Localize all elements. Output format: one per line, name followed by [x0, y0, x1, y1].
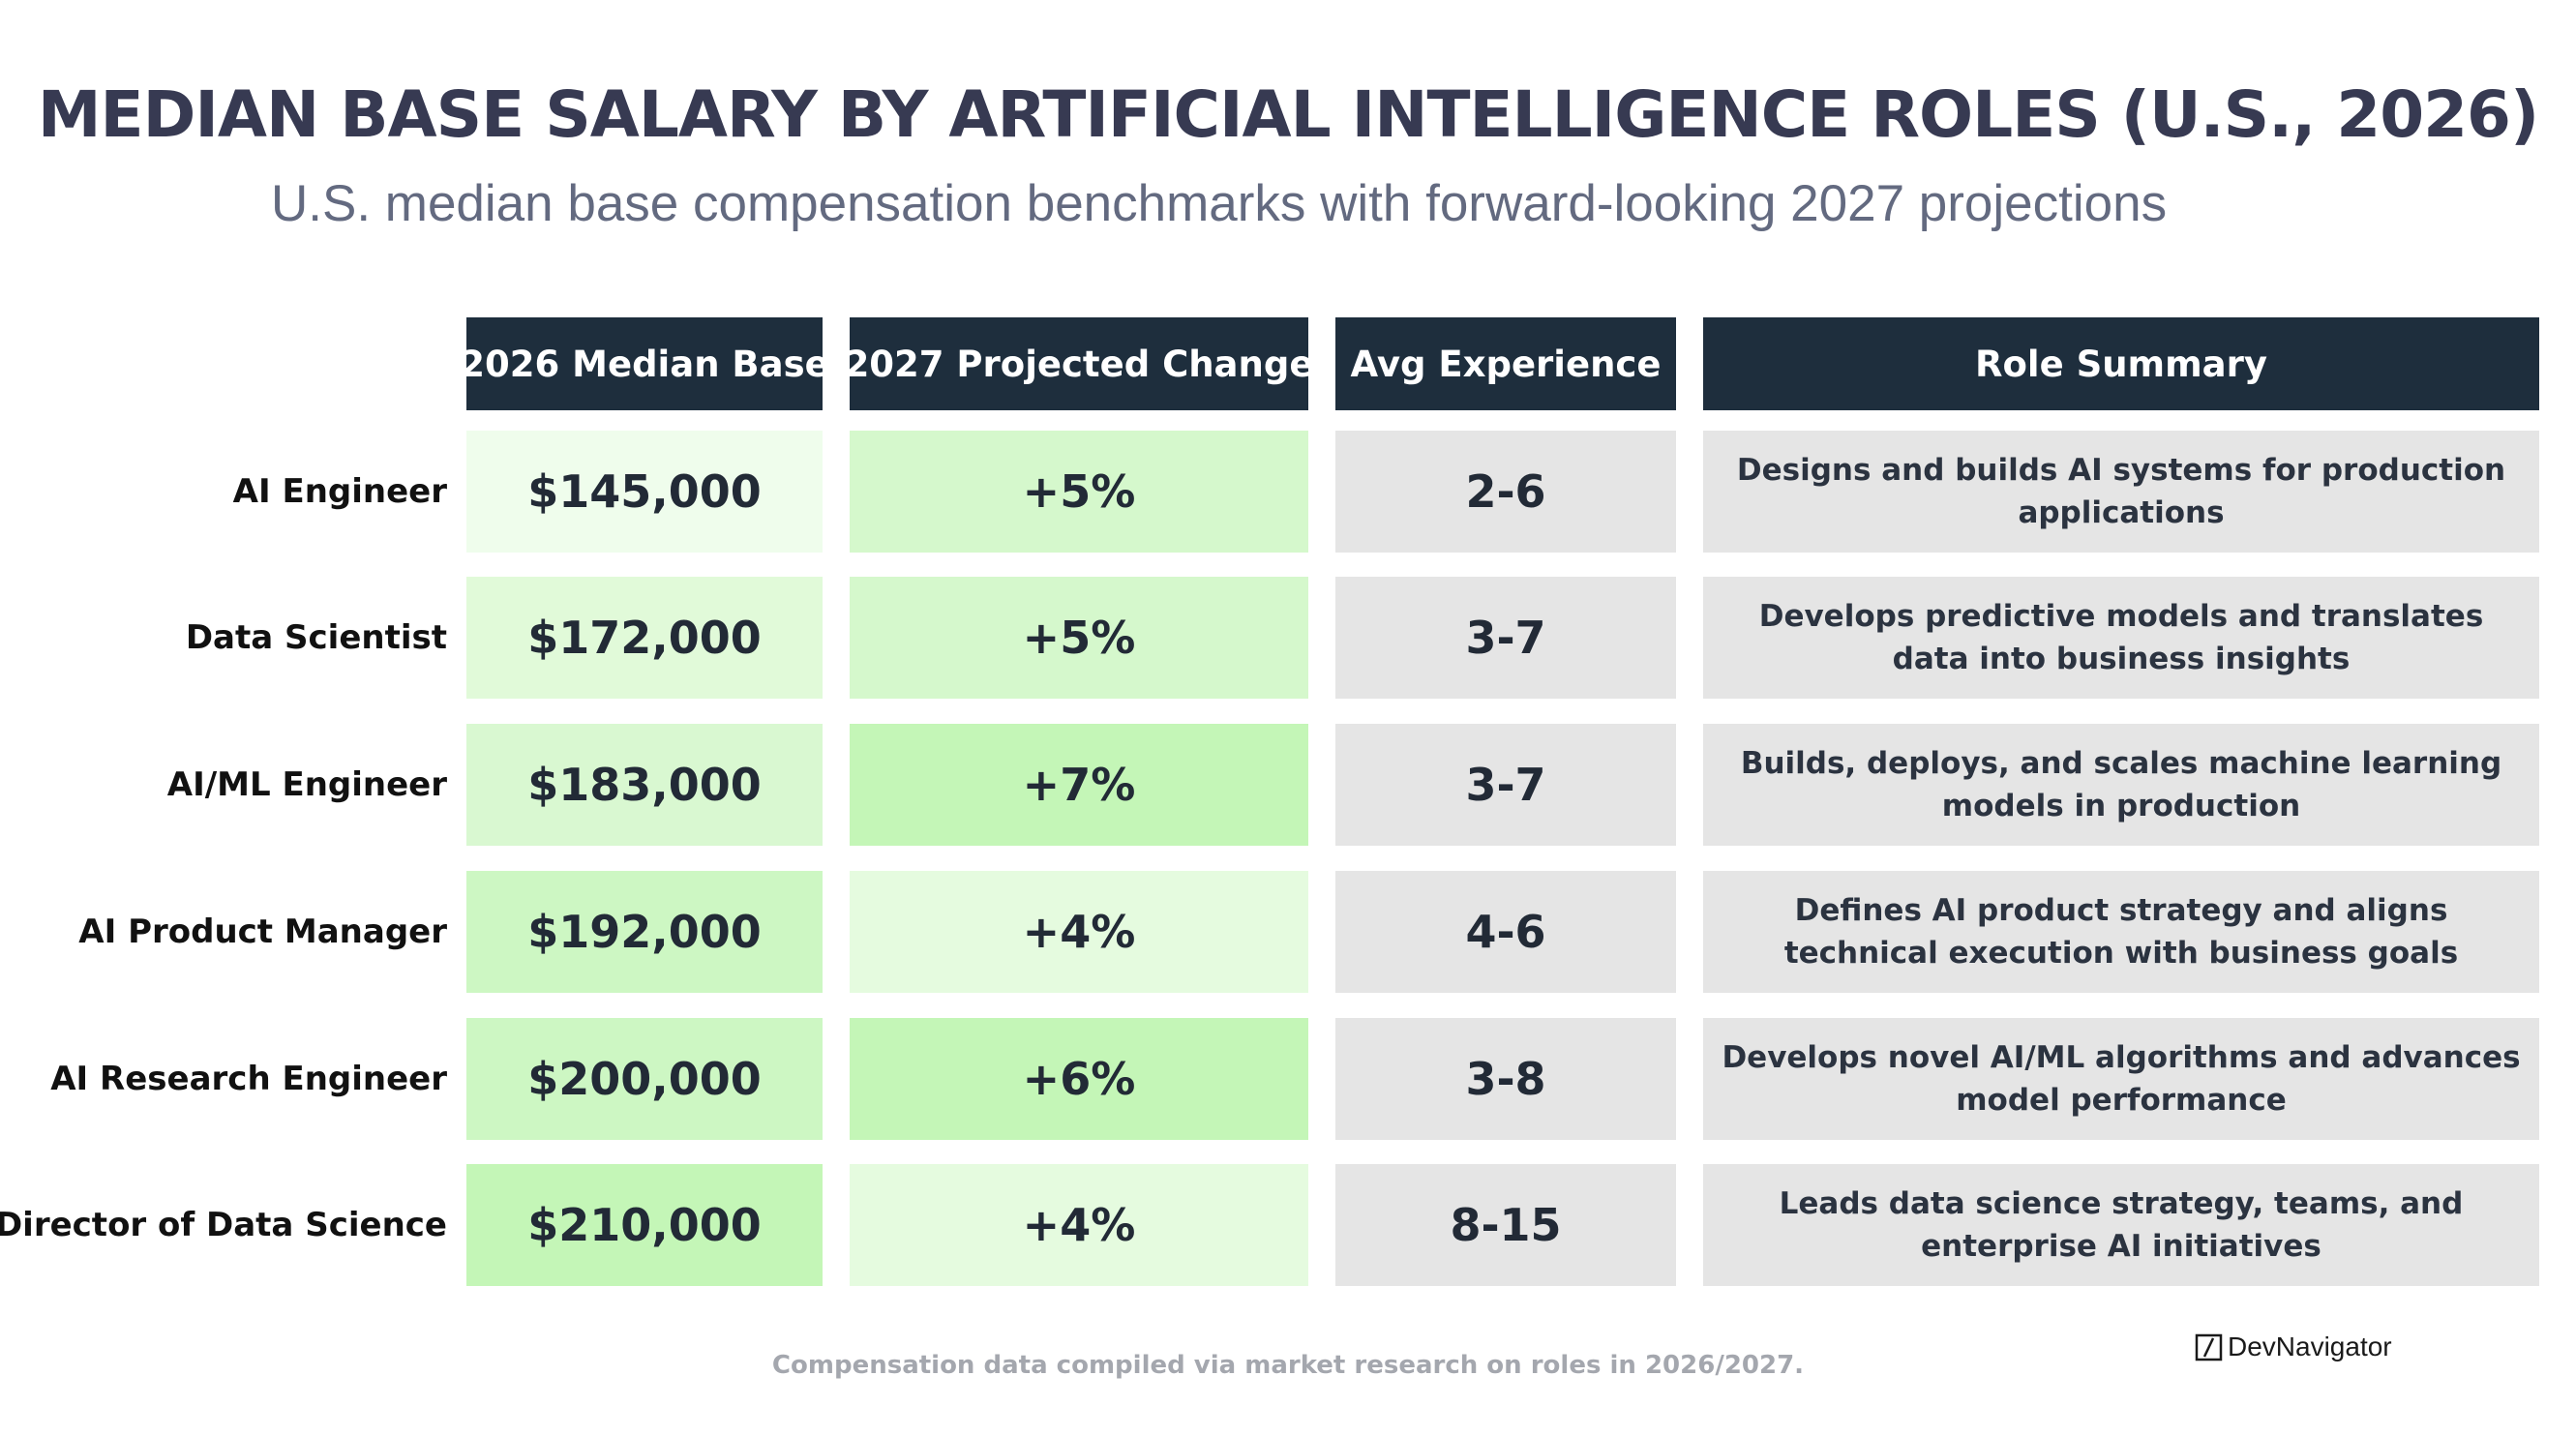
role-summary-cell: Builds, deploys, and scales machine lear… [1703, 724, 2539, 846]
projected-change-cell: +4% [850, 1164, 1308, 1286]
column-header-role-summary: Role Summary [1703, 317, 2539, 410]
median-base-cell: $200,000 [466, 1018, 823, 1140]
column-header-median-base: 2026 Median Base [460, 317, 829, 410]
slash-box-icon [2195, 1333, 2223, 1361]
footnote: Compensation data compiled via market re… [771, 1351, 1805, 1380]
role-summary-cell: Defines AI product strategy and aligns t… [1703, 871, 2539, 993]
median-base-cell: $192,000 [466, 871, 823, 993]
median-base-cell: $145,000 [466, 431, 823, 553]
role-summary-cell: Develops novel AI/ML algorithms and adva… [1703, 1018, 2539, 1140]
brand-name: DevNavigator [2228, 1331, 2392, 1361]
row-label: Data Scientist [185, 618, 447, 657]
avg-experience-cell: 3-7 [1335, 577, 1676, 699]
avg-experience-cell: 8-15 [1335, 1164, 1676, 1286]
projected-change-cell: +5% [850, 431, 1308, 553]
projected-change-cell: +5% [850, 577, 1308, 699]
column-header-avg-experience: Avg Experience [1335, 317, 1676, 410]
role-summary-cell: Designs and builds AI systems for produc… [1703, 431, 2539, 553]
avg-experience-cell: 4-6 [1335, 871, 1676, 993]
row-label: AI Engineer [232, 472, 447, 511]
avg-experience-cell: 3-8 [1335, 1018, 1676, 1140]
row-label: AI/ML Engineer [166, 765, 447, 804]
median-base-cell: $172,000 [466, 577, 823, 699]
row-label: Director of Data Science [0, 1206, 447, 1244]
brand-logo: DevNavigator [2195, 1331, 2392, 1362]
avg-experience-cell: 3-7 [1335, 724, 1676, 846]
median-base-cell: $183,000 [466, 724, 823, 846]
chart-title: MEDIAN BASE SALARY BY ARTIFICIAL INTELLI… [37, 77, 2539, 152]
role-summary-cell: Develops predictive models and translate… [1703, 577, 2539, 699]
chart-subtitle: U.S. median base compensation benchmarks… [271, 175, 2168, 232]
projected-change-cell: +6% [850, 1018, 1308, 1140]
role-summary-cell: Leads data science strategy, teams, and … [1703, 1164, 2539, 1286]
projected-change-cell: +7% [850, 724, 1308, 846]
avg-experience-cell: 2-6 [1335, 431, 1676, 553]
row-label: AI Research Engineer [50, 1060, 447, 1098]
projected-change-cell: +4% [850, 871, 1308, 993]
column-header-projected-change: 2027 Projected Change [845, 317, 1313, 410]
row-label: AI Product Manager [78, 912, 447, 951]
median-base-cell: $210,000 [466, 1164, 823, 1286]
